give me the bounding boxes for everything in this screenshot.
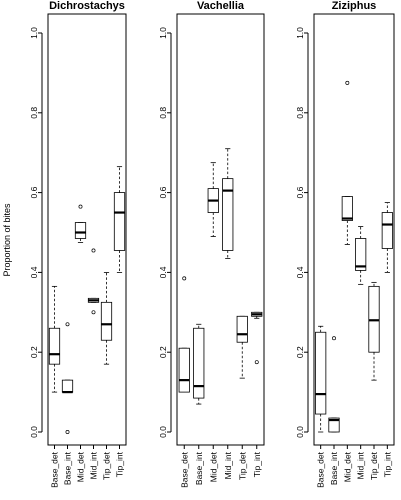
box-tip-int: Tip_int [251, 311, 263, 477]
y-tick-label: 0.4 [29, 266, 39, 278]
box-tip-int: Tip_int [381, 202, 393, 477]
iqr-box [341, 196, 353, 221]
x-tick-label: Base_int [329, 451, 339, 485]
box-tip-det: Tip_det [100, 271, 113, 480]
y-tick-label: 1.0 [29, 27, 39, 39]
outlier-point [65, 322, 70, 327]
iqr-box [100, 301, 113, 341]
x-tick-label: Tip_det [237, 451, 247, 480]
box-base-det: Base_det [315, 325, 327, 488]
x-tick-label: Mid_int [223, 451, 233, 479]
panel-dichrostachys: Dichrostachys 0.0 0.2 0.4 0.6 0.8 1.0 Base_det B… [29, 0, 127, 488]
y-tick-label: 0.6 [158, 186, 168, 198]
y-tick-label: 0.2 [29, 346, 39, 358]
x-tick-label: Tip_det [369, 451, 379, 480]
outlier-point [254, 360, 259, 365]
iqr-box [328, 417, 340, 433]
iqr-box [381, 212, 393, 249]
x-tick-label: Base_int [63, 451, 73, 485]
panel-frame [176, 13, 265, 446]
y-tick-label: 1.0 [295, 27, 305, 39]
x-tick-label: Base_det [179, 451, 189, 488]
y-tick-label: 0.4 [295, 266, 305, 278]
box-mid-int: Mid_int [87, 248, 100, 479]
outlier-point [345, 80, 350, 85]
x-tick-label: Mid_det [208, 451, 218, 482]
y-tick-label: 0.2 [295, 346, 305, 358]
outlier-point [91, 248, 96, 253]
panel-ziziphus: Ziziphus 0.0 0.2 0.4 0.6 0.8 1.0 Base_det Base_i… [295, 0, 395, 488]
y-tick-label: 0.0 [295, 426, 305, 438]
iqr-box [193, 327, 205, 399]
box-mid-int: Mid_int [355, 226, 367, 479]
box-base-int: Base_int [61, 322, 74, 485]
y-tick-label: 1.0 [158, 27, 168, 39]
y-tick-label: 0.8 [29, 107, 39, 119]
y-tick-label: 0.0 [29, 426, 39, 438]
y-tick-label: 0.6 [295, 186, 305, 198]
panel-title: Vachellia [197, 0, 245, 12]
box-mid-det: Mid_det [74, 204, 87, 482]
box-base-int: Base_int [328, 336, 340, 485]
y-tick-label: 0.4 [158, 266, 168, 278]
panel-vachellia: Vachellia 0.0 0.2 0.4 0.6 0.8 1.0 Base_det Base_… [158, 0, 265, 488]
x-tick-label: Tip_int [382, 451, 392, 477]
box-tip-det: Tip_det [368, 281, 380, 480]
outlier-point [78, 204, 83, 209]
x-tick-label: Base_det [316, 451, 326, 488]
outlier-point [332, 336, 336, 341]
y-tick-label: 0.0 [158, 426, 168, 438]
outlier-point [65, 430, 70, 434]
x-tick-label: Mid_int [89, 451, 99, 479]
x-tick-label: Tip_det [102, 451, 112, 480]
iqr-box [355, 238, 367, 271]
iqr-box [74, 222, 87, 239]
x-tick-label: Mid_det [76, 451, 86, 482]
panel-frame [47, 13, 127, 446]
y-tick-label: 0.8 [158, 107, 168, 119]
x-tick-label: Mid_det [342, 451, 352, 482]
panel-title: Ziziphus [332, 0, 377, 12]
iqr-box [113, 192, 126, 251]
y-tick-label: 0.2 [158, 346, 168, 358]
box-mid-int: Mid_int [222, 148, 234, 479]
y-tick-label: 0.8 [295, 107, 305, 119]
y-axis-label: Proportion of bites [2, 203, 12, 277]
x-tick-label: Base_det [50, 451, 60, 488]
outlier-point [182, 276, 187, 281]
panel-title: Dichrostachys [49, 0, 125, 12]
x-tick-label: Mid_int [356, 451, 366, 479]
box-base-det: Base_det [178, 276, 190, 488]
iqr-box [222, 178, 234, 251]
iqr-box [178, 347, 190, 393]
box-tip-det: Tip_det [236, 315, 248, 480]
x-tick-label: Tip_int [115, 451, 125, 477]
box-base-det: Base_det [48, 285, 61, 488]
iqr-box [61, 379, 74, 393]
panel-frame [313, 13, 395, 446]
box-tip-int: Tip_int [113, 166, 126, 477]
box-mid-det: Mid_det [341, 80, 353, 482]
iqr-box [315, 331, 327, 415]
iqr-box [48, 327, 61, 365]
x-tick-label: Tip_int [252, 451, 262, 477]
box-mid-det: Mid_det [207, 162, 219, 482]
y-tick-label: 0.6 [29, 186, 39, 198]
iqr-box [236, 315, 248, 343]
box-base-int: Base_int [193, 323, 205, 485]
x-tick-label: Base_int [194, 451, 204, 485]
outlier-point [91, 310, 96, 315]
